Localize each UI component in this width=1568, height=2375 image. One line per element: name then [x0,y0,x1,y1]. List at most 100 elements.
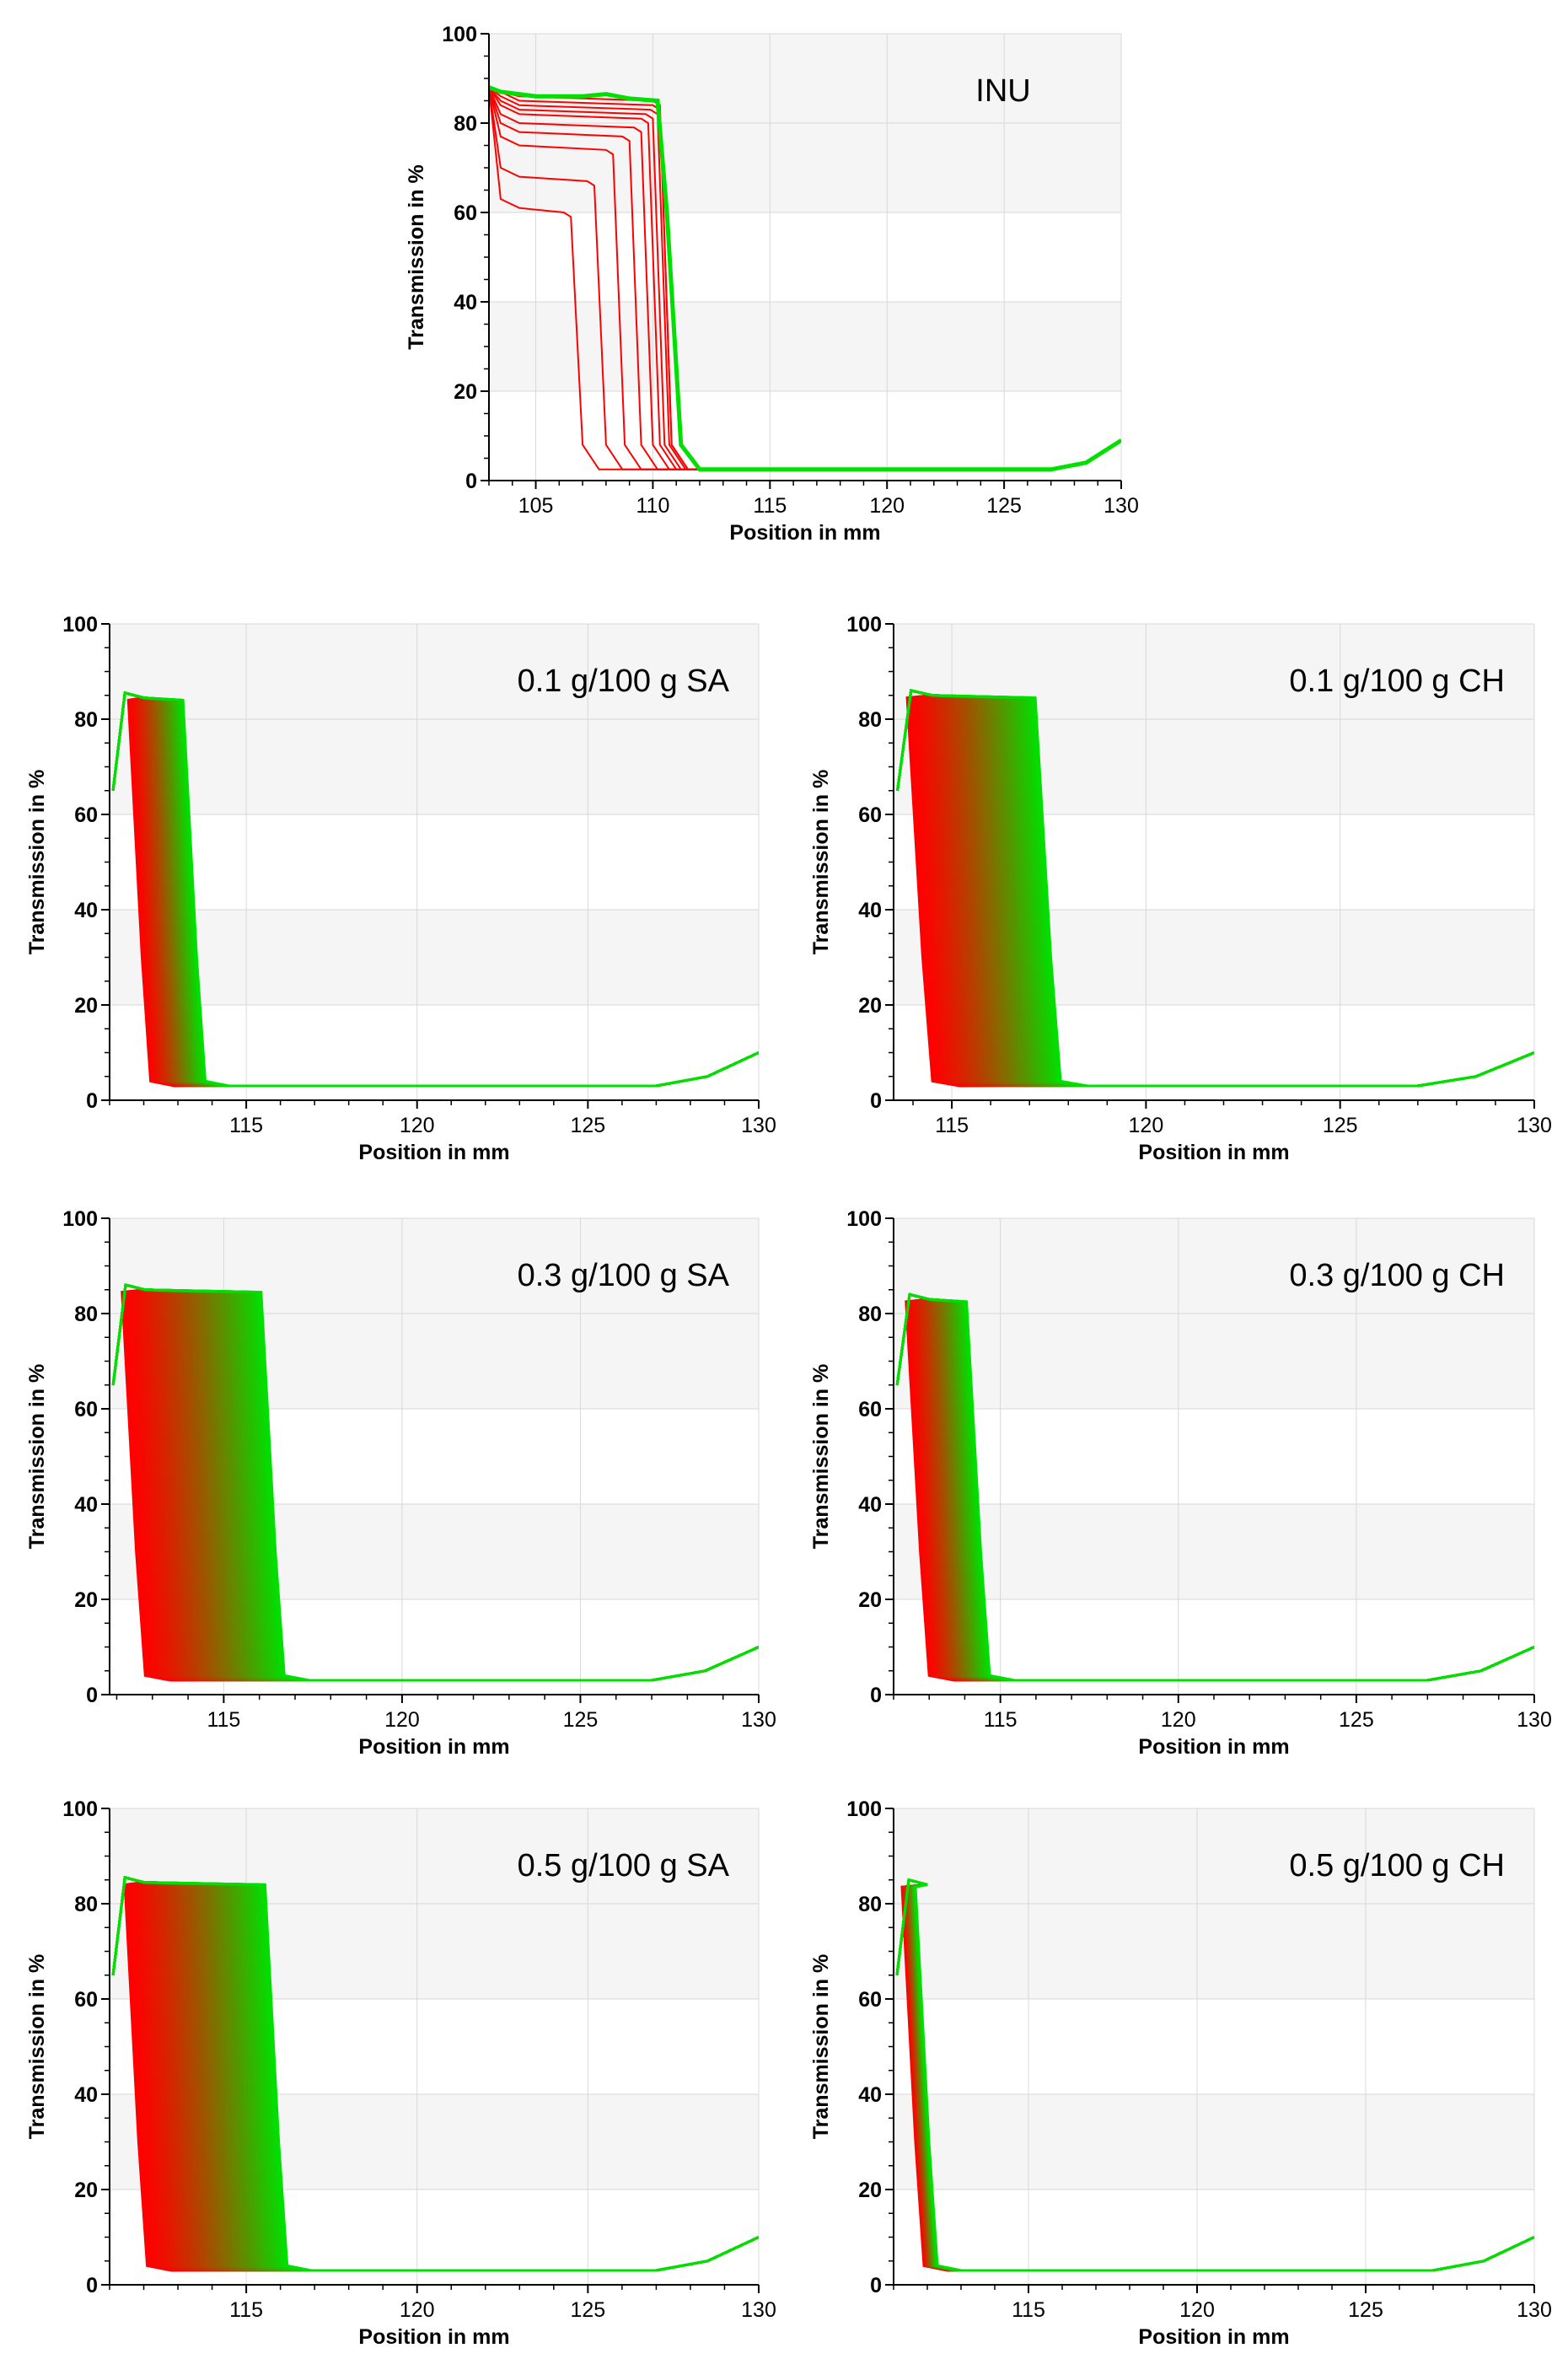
x-tick-label: 105 [518,494,554,518]
x-tick-label: 125 [1348,2298,1383,2322]
chart-panel-sa01: 0 20 40 60 80 100 115 120 125 130 Position in mm Tr… [17,607,776,1180]
x-tick-label: 125 [1339,1708,1374,1732]
y-tick-label: 80 [74,708,98,732]
profile-curve [895,1878,1534,2272]
y-tick-label: 40 [858,899,882,922]
x-tick-label: 115 [207,1708,240,1732]
x-tick-label: 130 [1517,1114,1551,1137]
chart-sa05: 0 20 40 60 80 100 115 120 125 130 Position in mm Tr… [25,1797,776,2349]
x-tick-label: 125 [571,2298,606,2322]
y-axis-label: Transmission in % [809,770,833,955]
x-tick-label: 120 [869,494,905,518]
x-tick-label: 120 [384,1708,420,1732]
x-tick-label: 125 [571,1114,606,1137]
x-tick-label: 120 [1179,2298,1215,2322]
y-tick-label: 60 [74,803,98,827]
chart-panel-inu: 0 20 40 60 80 100 105 110 115 120 125 130 Position i… [371,17,1155,590]
chart-title: 0.3 g/100 g CH [1289,1258,1505,1293]
curve-group [895,1292,1534,1682]
y-tick-label: 0 [86,1089,98,1113]
plot-band [110,719,759,814]
plot-band [110,624,759,719]
y-tick-label: 20 [858,994,882,1018]
y-axis-label: Transmission in % [25,1364,49,1550]
y-tick-label: 40 [454,291,477,314]
x-tick-label: 130 [1104,494,1139,518]
y-tick-label: 40 [858,2083,882,2107]
x-axis-label: Position in mm [1138,1735,1289,1759]
x-tick-label: 130 [1517,1708,1551,1732]
x-tick-label: 130 [741,1114,776,1137]
curve-group [489,85,1121,472]
y-tick-label: 60 [454,201,477,225]
y-tick-label: 20 [454,380,477,404]
y-tick-label: 0 [870,2274,882,2297]
plot-band [489,123,1121,212]
profile-curve [896,689,1534,1088]
x-tick-label: 120 [400,1114,435,1137]
y-tick-label: 80 [454,112,477,136]
x-tick-label: 115 [1012,2298,1045,2322]
plot-band [894,1314,1534,1409]
profile-curve [111,691,759,1088]
chart-panel-ch01: 0 20 40 60 80 100 115 120 125 130 Position in mm Tr… [792,607,1552,1180]
chart-inu: 0 20 40 60 80 100 105 110 115 120 125 130 Position i… [405,23,1139,545]
x-tick-label: 120 [1161,1708,1196,1732]
y-axis-label: Transmission in % [809,1954,833,2140]
x-tick-label: 110 [636,494,670,518]
x-tick-label: 120 [1129,1114,1164,1137]
y-tick-label: 40 [74,2083,98,2107]
y-tick-label: 60 [858,803,882,827]
x-axis-label: Position in mm [1138,2325,1289,2349]
x-axis-label: Position in mm [358,1735,509,1759]
profile-curve [895,1292,1534,1682]
curve-group [895,1878,1534,2272]
y-tick-label: 100 [442,23,477,46]
chart-panel-ch05: 0 20 40 60 80 100 115 120 125 130 Position in mm Tr… [792,1792,1552,2365]
x-axis-label: Position in mm [1138,1141,1289,1164]
x-tick-label: 130 [741,2298,776,2322]
chart-ch05: 0 20 40 60 80 100 115 120 125 130 Position in mm Tr… [809,1797,1552,2349]
profile-curve-latest [489,85,1121,472]
x-tick-label: 125 [1323,1114,1358,1137]
y-tick-label: 100 [846,1797,882,1821]
chart-sa03: 0 20 40 60 80 100 115 120 125 130 Position in mm Tr… [25,1207,776,1759]
y-tick-label: 0 [86,2274,98,2297]
profile-curve [111,1283,759,1682]
y-tick-label: 60 [858,1398,882,1421]
plot-band [489,302,1121,391]
x-tick-label: 115 [753,494,787,518]
y-tick-label: 20 [858,1588,882,1612]
y-tick-label: 40 [74,899,98,922]
curve-group [111,1283,759,1682]
y-tick-label: 0 [870,1684,882,1707]
chart-title: 0.5 g/100 g CH [1289,1848,1505,1883]
chart-panel-sa03: 0 20 40 60 80 100 115 120 125 130 Position in mm Tr… [17,1201,776,1775]
y-tick-label: 0 [86,1684,98,1707]
y-tick-label: 20 [74,2179,98,2202]
y-tick-label: 100 [62,1797,98,1821]
curve-group [111,691,759,1088]
x-tick-label: 115 [229,1114,263,1137]
x-tick-label: 115 [935,1114,969,1137]
x-tick-label: 125 [986,494,1022,518]
chart-panel-ch03: 0 20 40 60 80 100 115 120 125 130 Position in mm Tr… [792,1201,1552,1775]
y-tick-label: 80 [858,1303,882,1326]
y-tick-label: 100 [846,613,882,637]
x-tick-label: 130 [741,1708,776,1732]
chart-title: 0.3 g/100 g SA [518,1258,730,1293]
plot-band [894,1808,1534,1904]
y-tick-label: 60 [74,1988,98,2012]
x-tick-label: 125 [563,1708,599,1732]
y-tick-label: 80 [858,1893,882,1916]
plot-band [894,1904,1534,1999]
plot-band [110,910,759,1005]
y-tick-label: 40 [74,1493,98,1517]
y-tick-label: 100 [846,1207,882,1231]
curve-group [111,1876,759,2272]
y-tick-label: 40 [858,1493,882,1517]
curve-group [896,689,1534,1088]
plot-band [894,1504,1534,1599]
y-axis-label: Transmission in % [405,164,428,350]
profile-curve [111,1876,759,2272]
